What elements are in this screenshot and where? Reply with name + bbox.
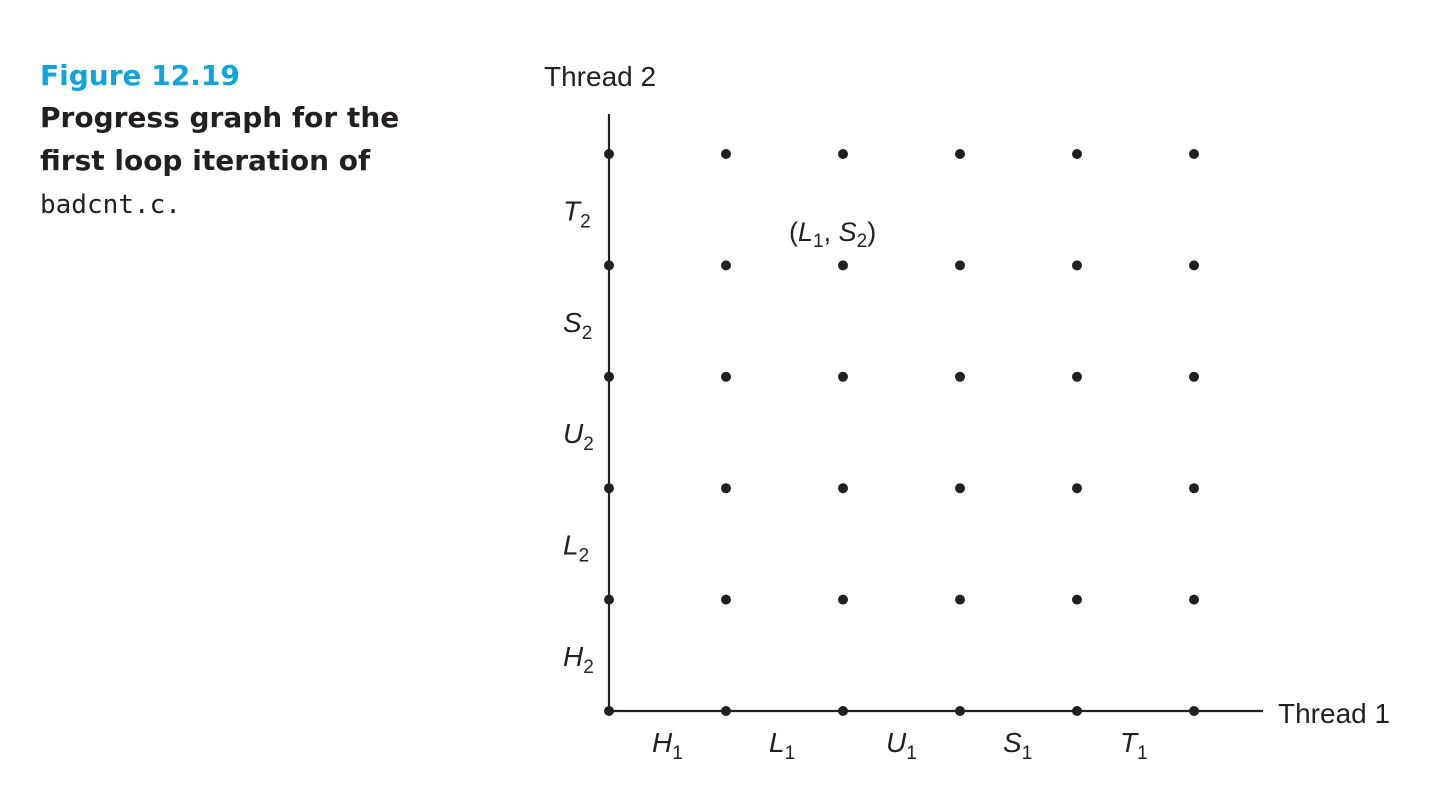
grid-point (838, 483, 848, 494)
y-segment-label: L2 (563, 530, 589, 567)
x-segment-label: S1 (1003, 727, 1032, 764)
grid-point (955, 260, 965, 271)
grid-point (1072, 594, 1082, 605)
grid-point (955, 149, 965, 159)
grid-point (604, 483, 614, 494)
grid-point (721, 483, 731, 494)
figure-caption: Figure 12.19 Progress graph for the firs… (40, 56, 460, 227)
grid-point (838, 260, 848, 271)
annotation-open: ( (789, 217, 798, 247)
annotation-sep: , (824, 217, 839, 247)
grid-point (1189, 594, 1199, 605)
annotation-a: L (798, 217, 813, 247)
grid-points (604, 149, 1199, 716)
grid-point (1072, 149, 1082, 159)
grid-point (838, 706, 848, 716)
y-segment-label: H2 (563, 641, 594, 678)
grid-point (1072, 483, 1082, 494)
grid-point (838, 594, 848, 605)
grid-point (721, 371, 731, 382)
grid-point (838, 149, 848, 159)
grid-point (1072, 371, 1082, 382)
x-segment-label: U1 (886, 727, 917, 764)
caption-period: . (165, 190, 181, 220)
x-segment-label: L1 (769, 727, 795, 764)
x-segment-label: H1 (652, 727, 683, 764)
y-segment-label: S2 (563, 307, 592, 344)
grid-point (1189, 260, 1199, 271)
caption-line-2: first loop iteration of (40, 144, 371, 177)
grid-point (1189, 483, 1199, 494)
caption-line-3: badcnt.c. (40, 182, 460, 227)
point-annotation: (L1, S2) (789, 217, 876, 252)
y-segment-labels: H2 L2 U2 S2 T2 (563, 195, 594, 678)
grid-point (838, 371, 848, 382)
grid-point (604, 371, 614, 382)
grid-point (1072, 260, 1082, 271)
grid-point (604, 706, 614, 716)
grid-point (604, 260, 614, 271)
grid-point (721, 594, 731, 605)
grid-point (1189, 149, 1199, 159)
grid-point (604, 149, 614, 159)
annotation-close: ) (867, 217, 876, 247)
grid-point (721, 706, 731, 716)
grid-point (955, 483, 965, 494)
grid-point (1189, 371, 1199, 382)
grid-point (721, 149, 731, 159)
y-axis-label: Thread 2 (544, 61, 656, 92)
x-segment-labels: H1 L1 U1 S1 T1 (652, 727, 1148, 764)
y-segment-label: T2 (563, 195, 591, 232)
x-segment-label: T1 (1120, 727, 1148, 764)
figure-number: Figure 12.19 (40, 59, 240, 92)
caption-line-1: Progress graph for the (40, 101, 400, 134)
grid-point (955, 706, 965, 716)
grid-point (604, 594, 614, 605)
grid-point (955, 594, 965, 605)
annotation-b: S (839, 217, 857, 247)
grid-point (1072, 706, 1082, 716)
grid-point (1189, 706, 1199, 716)
y-segment-label: U2 (563, 418, 594, 455)
x-axis-label: Thread 1 (1278, 698, 1390, 729)
grid-point (721, 260, 731, 271)
annotation-b-sub: 2 (857, 231, 868, 252)
annotation-a-sub: 1 (813, 231, 824, 252)
grid-point (955, 371, 965, 382)
caption-code: badcnt.c (40, 190, 166, 220)
